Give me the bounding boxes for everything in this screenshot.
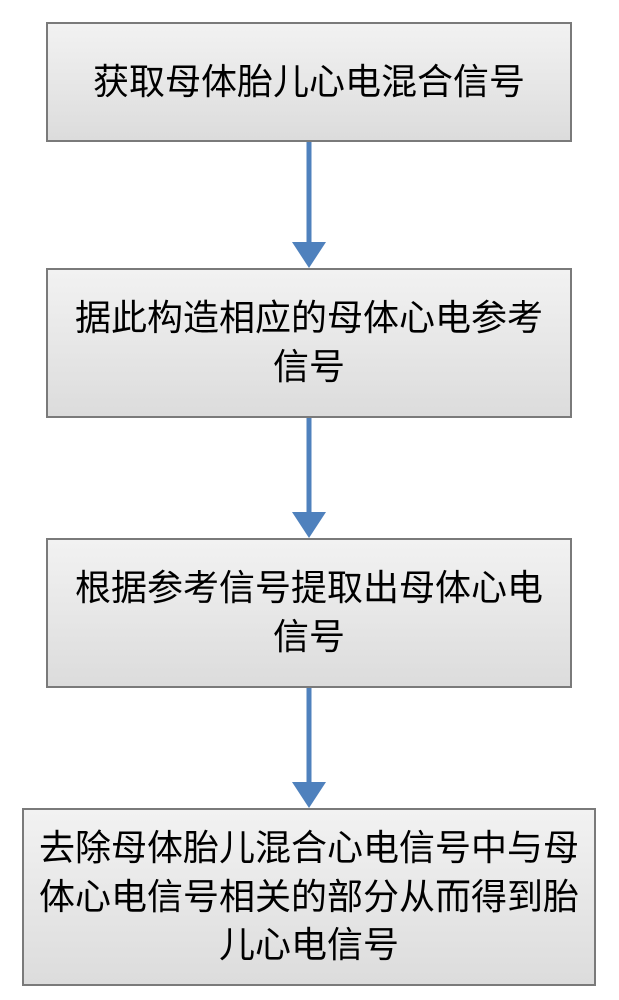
flowchart-node: 去除母体胎儿混合心电信号中与母体心电信号相关的部分从而得到胎儿心电信号 (22, 808, 596, 986)
flowchart-node: 根据参考信号提取出母体心电信号 (46, 538, 572, 688)
node-label: 获取母体胎儿心电混合信号 (93, 58, 525, 107)
node-label: 根据参考信号提取出母体心电信号 (62, 564, 556, 661)
node-label: 据此构造相应的母体心电参考信号 (62, 294, 556, 391)
node-label: 去除母体胎儿混合心电信号中与母体心电信号相关的部分从而得到胎儿心电信号 (38, 824, 580, 970)
flowchart-node: 据此构造相应的母体心电参考信号 (46, 268, 572, 418)
flowchart-canvas: 获取母体胎儿心电混合信号 据此构造相应的母体心电参考信号 根据参考信号提取出母体… (0, 0, 619, 1000)
flowchart-node: 获取母体胎儿心电混合信号 (46, 22, 572, 142)
